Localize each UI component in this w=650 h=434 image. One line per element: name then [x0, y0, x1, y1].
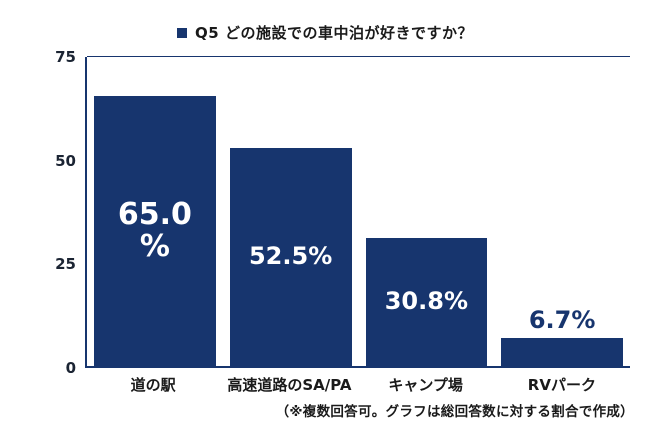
- bar-value-label: 6.7%: [528, 306, 596, 335]
- bar-value-label: 30.8%: [384, 287, 468, 316]
- y-tick-label: 50: [55, 151, 76, 170]
- x-tick-label: RVパーク: [527, 376, 596, 394]
- bar-slot: 52.5%: [223, 57, 359, 366]
- bar-slot: 6.7%: [494, 57, 630, 366]
- bar: 52.5%: [229, 148, 352, 366]
- y-axis: 0 25 50 75: [28, 48, 76, 377]
- footnote: （※複数回答可。グラフは総回答数に対する割合で作成）: [275, 404, 634, 420]
- bar: 65.0%: [94, 96, 216, 366]
- y-tick-label: 25: [55, 255, 76, 274]
- bar-value-label: 52.5%: [248, 242, 333, 271]
- legend-square-icon: [177, 27, 188, 38]
- y-tick-label: 0: [65, 359, 76, 377]
- x-tick-label: 道の駅: [130, 376, 176, 394]
- x-tick-label: 高速道路のSA/PA: [227, 376, 352, 394]
- gridline: [87, 56, 630, 57]
- chart-title: Q5 どの施設での車中泊が好きですか？: [195, 24, 473, 42]
- chart-header: Q5 どの施設での車中泊が好きですか？: [0, 22, 650, 43]
- plot-area: 65.0% 52.5% 30.8% 6.7%: [85, 56, 630, 368]
- bar: 30.8%: [365, 238, 488, 366]
- bar-slot: 65.0%: [87, 57, 223, 366]
- bar: 6.7%: [501, 306, 623, 366]
- x-axis-labels: 道の駅 高速道路のSA/PA キャンプ場 RVパーク: [85, 374, 630, 395]
- y-tick-label: 75: [55, 48, 76, 66]
- bar-slot: 30.8%: [359, 57, 495, 366]
- bar-value-label: 65.0%: [117, 196, 192, 265]
- x-tick-label: キャンプ場: [388, 376, 463, 394]
